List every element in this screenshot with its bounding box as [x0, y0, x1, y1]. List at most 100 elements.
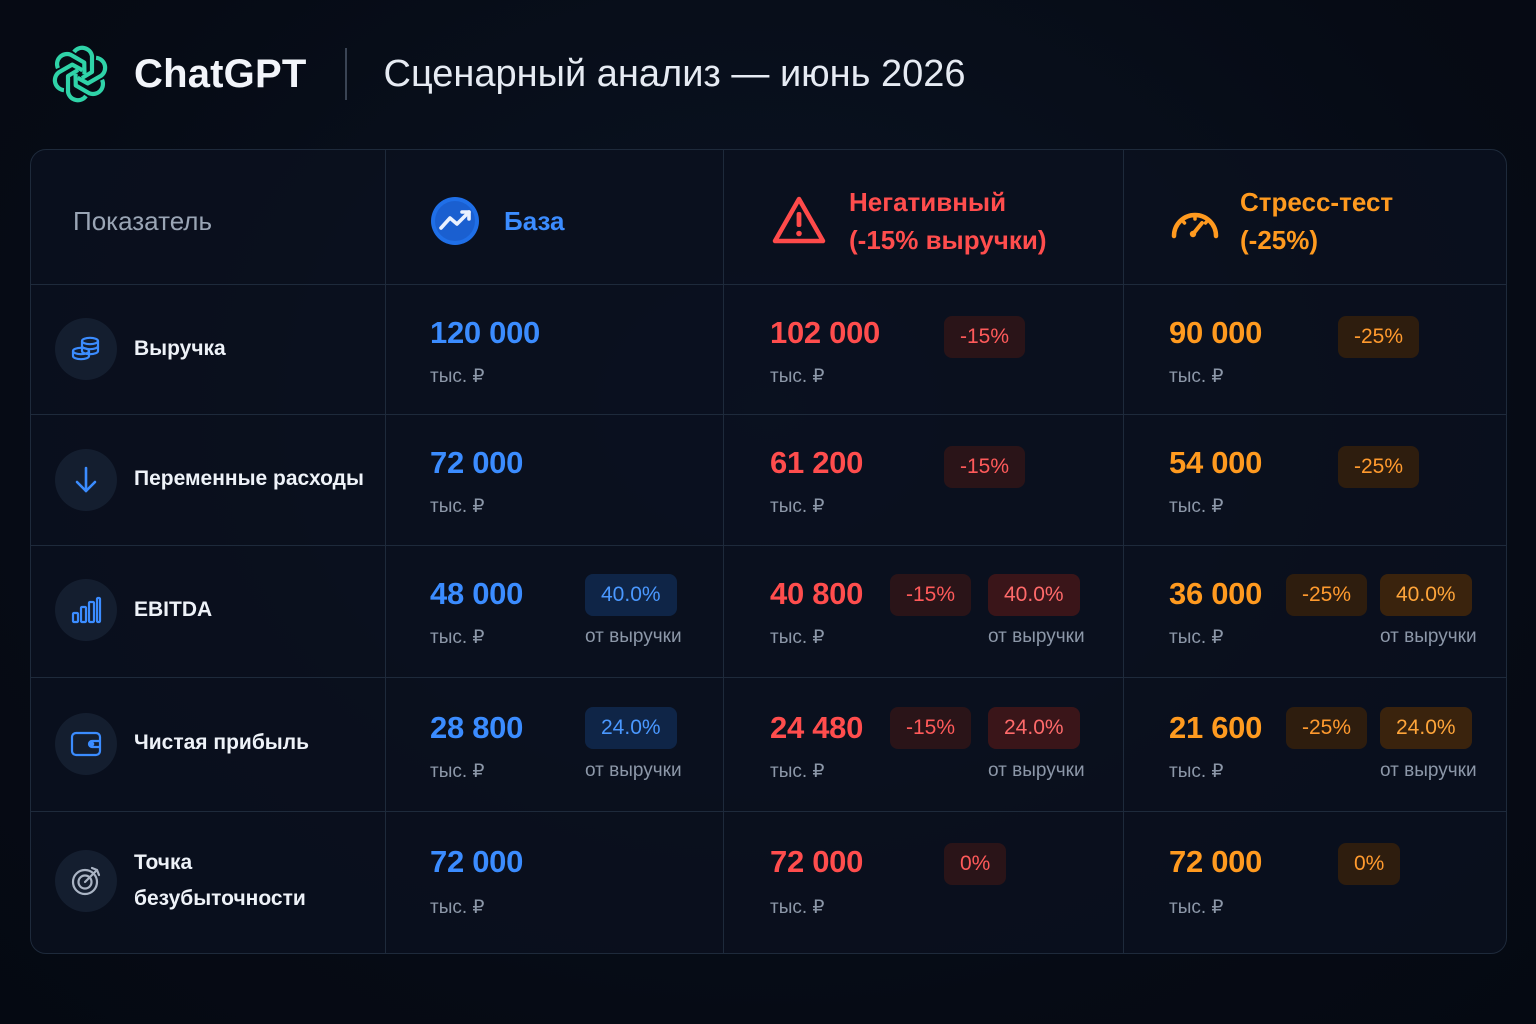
header-cell-base: База — [386, 150, 724, 284]
metric-label: EBITDA — [134, 598, 213, 621]
unit-label: тыс. ₽ — [430, 366, 485, 387]
metric-label: Чистая прибыль — [134, 731, 309, 754]
base-value: 72 000 — [430, 844, 524, 879]
base-value: 28 800 — [430, 710, 524, 745]
unit-label: тыс. ₽ — [770, 366, 825, 387]
metric-cell: Точка безубыточности — [31, 812, 386, 953]
unit-label: тыс. ₽ — [770, 761, 825, 782]
negative-value: 40 800 — [770, 576, 864, 611]
change-badge: -15% — [890, 574, 972, 616]
change-badge: -25% — [1338, 316, 1420, 358]
negative-value: 102 000 — [770, 315, 880, 350]
base-cell: 120 000 тыс. ₽ — [386, 285, 724, 414]
base-cell: 48 000 тыс. ₽ 40.0% от выручки — [386, 546, 724, 677]
negative-cell: 61 200 тыс. ₽ -15% — [724, 415, 1124, 545]
table-row-net-profit: Чистая прибыль 28 800 тыс. ₽ 24.0% от вы… — [31, 678, 1506, 812]
base-cell: 72 000 тыс. ₽ — [386, 812, 724, 953]
share-label: от выручки — [988, 626, 1085, 647]
table-row-ebitda: EBITDA 48 000 тыс. ₽ 40.0% от выручки 40… — [31, 546, 1506, 678]
brand-name: ChatGPT — [134, 51, 307, 96]
base-value: 120 000 — [430, 315, 540, 350]
table-header-row: Показатель База Негативный (-15% выручки… — [31, 150, 1506, 285]
metric-column-header: Показатель — [73, 206, 213, 236]
header-cell-negative: Негативный (-15% выручки) — [724, 150, 1124, 284]
unit-label: тыс. ₽ — [1169, 627, 1224, 648]
base-value: 72 000 — [430, 445, 524, 480]
negative-cell: 24 480 тыс. ₽ -15% 24.0% от выручки — [724, 678, 1124, 811]
share-label: от выручки — [585, 626, 682, 647]
header: ChatGPT Сценарный анализ — июнь 2026 — [46, 38, 966, 110]
stress-value: 90 000 — [1169, 315, 1263, 350]
stress-cell: 90 000 тыс. ₽ -25% — [1124, 285, 1506, 414]
negative-value: 72 000 — [770, 844, 864, 879]
scenario-title-base: База — [504, 206, 565, 236]
unit-label: тыс. ₽ — [430, 496, 485, 517]
metric-cell: Выручка — [31, 285, 386, 414]
change-badge: -15% — [890, 707, 972, 749]
base-value: 48 000 — [430, 576, 524, 611]
unit-label: тыс. ₽ — [1169, 366, 1224, 387]
base-cell: 72 000 тыс. ₽ — [386, 415, 724, 545]
unit-label: тыс. ₽ — [430, 627, 485, 648]
scenario-title-negative-line1: Негативный — [849, 187, 1007, 217]
scenario-title-stress-line2: (-25%) — [1240, 225, 1319, 255]
change-badge: -25% — [1286, 574, 1368, 616]
unit-label: тыс. ₽ — [770, 627, 825, 648]
stress-cell: 54 000 тыс. ₽ -25% — [1124, 415, 1506, 545]
stress-value: 54 000 — [1169, 445, 1263, 480]
speedometer-icon — [1168, 193, 1222, 247]
metric-label: Переменные расходы — [134, 467, 364, 490]
negative-cell: 102 000 тыс. ₽ -15% — [724, 285, 1124, 414]
page-title: Сценарный анализ — июнь 2026 — [383, 52, 966, 95]
metric-label-line2: безубыточности — [134, 887, 306, 910]
share-label: от выручки — [988, 760, 1085, 781]
share-badge: 24.0% — [585, 707, 677, 749]
arrow-down-icon — [55, 449, 117, 511]
metric-label: Выручка — [134, 337, 226, 360]
wallet-icon — [55, 713, 117, 775]
base-cell: 28 800 тыс. ₽ 24.0% от выручки — [386, 678, 724, 811]
header-cell-stress: Стресс-тест (-25%) — [1124, 150, 1506, 284]
metric-cell: Чистая прибыль — [31, 678, 386, 811]
share-label: от выручки — [1380, 760, 1477, 781]
warning-triangle-icon — [772, 193, 826, 247]
header-cell-metric: Показатель — [31, 150, 386, 284]
share-badge: 40.0% — [1380, 574, 1472, 616]
negative-value: 24 480 — [770, 710, 864, 745]
bar-chart-icon — [55, 579, 117, 641]
change-badge: -15% — [944, 316, 1026, 358]
unit-label: тыс. ₽ — [430, 761, 485, 782]
stress-value: 36 000 — [1169, 576, 1263, 611]
stress-cell: 21 600 тыс. ₽ -25% 24.0% от выручки — [1124, 678, 1506, 811]
scenario-title-stress-line1: Стресс-тест — [1240, 187, 1394, 217]
unit-label: тыс. ₽ — [1169, 496, 1224, 517]
share-label: от выручки — [585, 760, 682, 781]
stress-value: 72 000 — [1169, 844, 1263, 879]
unit-label: тыс. ₽ — [1169, 897, 1224, 918]
change-badge: -25% — [1286, 707, 1368, 749]
stress-cell: 72 000 тыс. ₽ 0% — [1124, 812, 1506, 953]
unit-label: тыс. ₽ — [1169, 761, 1224, 782]
metric-cell: EBITDA — [31, 546, 386, 677]
share-badge: 40.0% — [988, 574, 1080, 616]
scenario-title-negative-line2: (-15% выручки) — [849, 225, 1047, 255]
stress-cell: 36 000 тыс. ₽ -25% 40.0% от выручки — [1124, 546, 1506, 677]
stress-value: 21 600 — [1169, 710, 1263, 745]
header-divider — [344, 48, 347, 100]
table-row-revenue: Выручка 120 000 тыс. ₽ 102 000 тыс. ₽ -1… — [31, 285, 1506, 415]
negative-cell: 72 000 тыс. ₽ 0% — [724, 812, 1124, 953]
change-badge: 0% — [1338, 843, 1401, 885]
scenario-title-negative: Негативный (-15% выручки) — [849, 183, 1047, 259]
share-badge: 24.0% — [988, 707, 1080, 749]
unit-label: тыс. ₽ — [430, 897, 485, 918]
change-badge: 0% — [944, 843, 1007, 885]
metric-label-line1: Точка — [134, 851, 193, 874]
share-badge: 24.0% — [1380, 707, 1472, 749]
target-icon — [55, 850, 117, 912]
table-row-breakeven: Точка безубыточности 72 000 тыс. ₽ 72 00… — [31, 812, 1506, 953]
unit-label: тыс. ₽ — [770, 897, 825, 918]
unit-label: тыс. ₽ — [770, 496, 825, 517]
scenario-table: Показатель База Негативный (-15% выручки… — [30, 149, 1507, 954]
negative-cell: 40 800 тыс. ₽ -15% 40.0% от выручки — [724, 546, 1124, 677]
trend-up-icon — [428, 194, 482, 248]
